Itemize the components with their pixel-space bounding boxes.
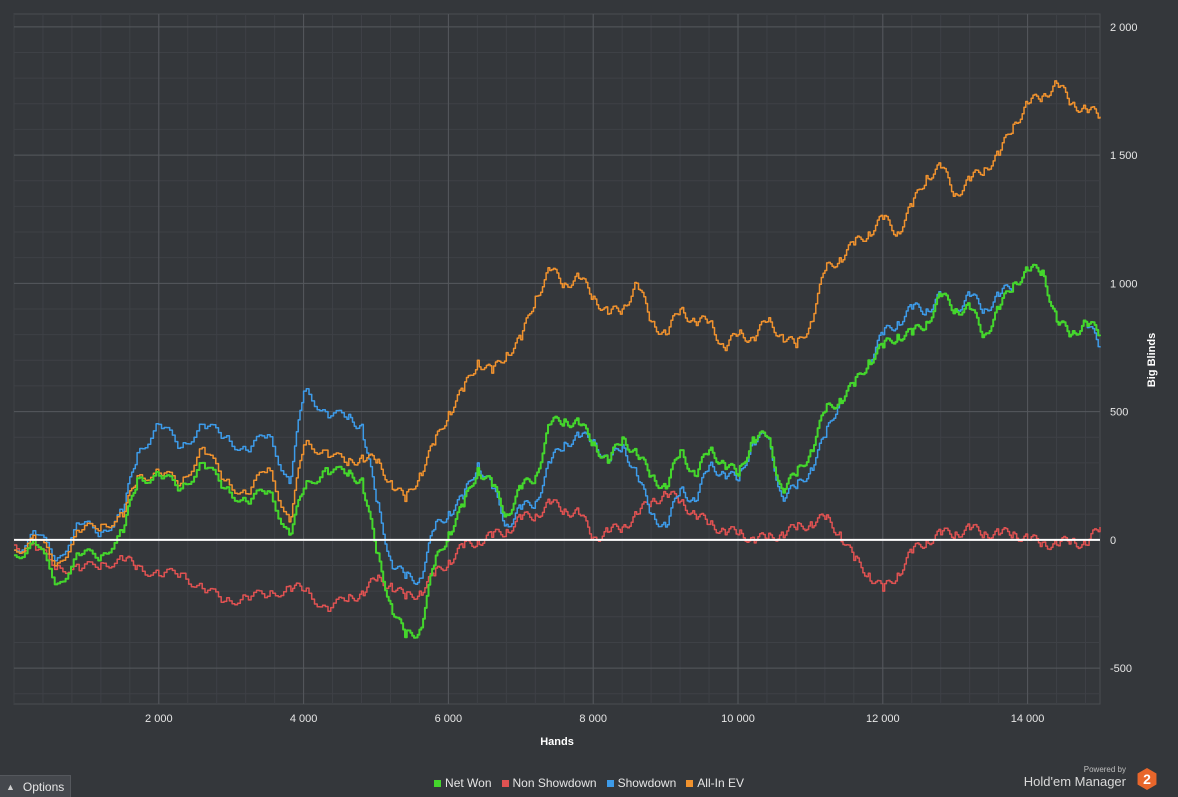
x-tick-labels: 2 000 4 000 6 000 8 000 10 000 12 000 14 000	[145, 713, 1044, 725]
legend-label: Showdown	[617, 776, 677, 790]
legend-swatch	[606, 779, 614, 787]
series-line-all-in-ev	[14, 80, 1101, 567]
y-tick-label: 500	[1110, 407, 1128, 419]
x-tick-label: 14 000	[1011, 713, 1045, 725]
legend-swatch	[501, 779, 509, 787]
plot-area	[13, 13, 1101, 705]
y-tick-label: 1 500	[1110, 150, 1138, 162]
brand-logo-icon: 2	[1137, 768, 1157, 790]
series-line-non-showdown	[14, 490, 1101, 612]
legend-label: Net Won	[445, 776, 492, 790]
x-tick-label: 4 000	[290, 713, 318, 725]
x-tick-label: 2 000	[145, 713, 173, 725]
y-axis-label: Big Blinds	[1146, 333, 1158, 387]
options-label: Options	[22, 779, 65, 794]
legend-label: Non Showdown	[512, 776, 597, 790]
brand-powered-by: Powered by	[1083, 765, 1126, 774]
y-tick-label: 1 000	[1110, 278, 1138, 290]
legend-item[interactable]: Net Won	[434, 776, 492, 790]
series-line-showdown	[14, 263, 1101, 586]
legend-swatch	[686, 779, 694, 787]
legend-label: All-In EV	[697, 776, 744, 790]
x-tick-label: 10 000	[721, 713, 755, 725]
brand-name: Hold'em Manager	[1023, 774, 1126, 789]
y-tick-label: 0	[1110, 535, 1116, 547]
x-axis-label: Hands	[540, 736, 574, 748]
legend-item[interactable]: All-In EV	[686, 776, 744, 790]
brand: Powered by Hold'em Manager 2	[998, 764, 1168, 794]
chart-series	[14, 80, 1101, 639]
chevron-up-icon: ▲	[6, 781, 15, 792]
chart-legend: Net Won Non Showdown Showdown All-In EV	[0, 776, 1178, 790]
y-tick-label: 2 000	[1110, 22, 1138, 34]
y-tick-labels: -500 0 500 1 000 1 500 2 000	[1110, 22, 1138, 675]
chart-grid	[13, 13, 1101, 705]
legend-swatch	[434, 779, 442, 787]
x-tick-label: 6 000	[435, 713, 463, 725]
x-tick-label: 12 000	[866, 713, 900, 725]
series-line-net-won	[14, 263, 1101, 639]
x-tick-label: 8 000	[579, 713, 607, 725]
options-button[interactable]: ▲ Options	[0, 775, 71, 797]
y-tick-label: -500	[1110, 663, 1132, 675]
legend-item[interactable]: Non Showdown	[501, 776, 597, 790]
legend-item[interactable]: Showdown	[606, 776, 677, 790]
